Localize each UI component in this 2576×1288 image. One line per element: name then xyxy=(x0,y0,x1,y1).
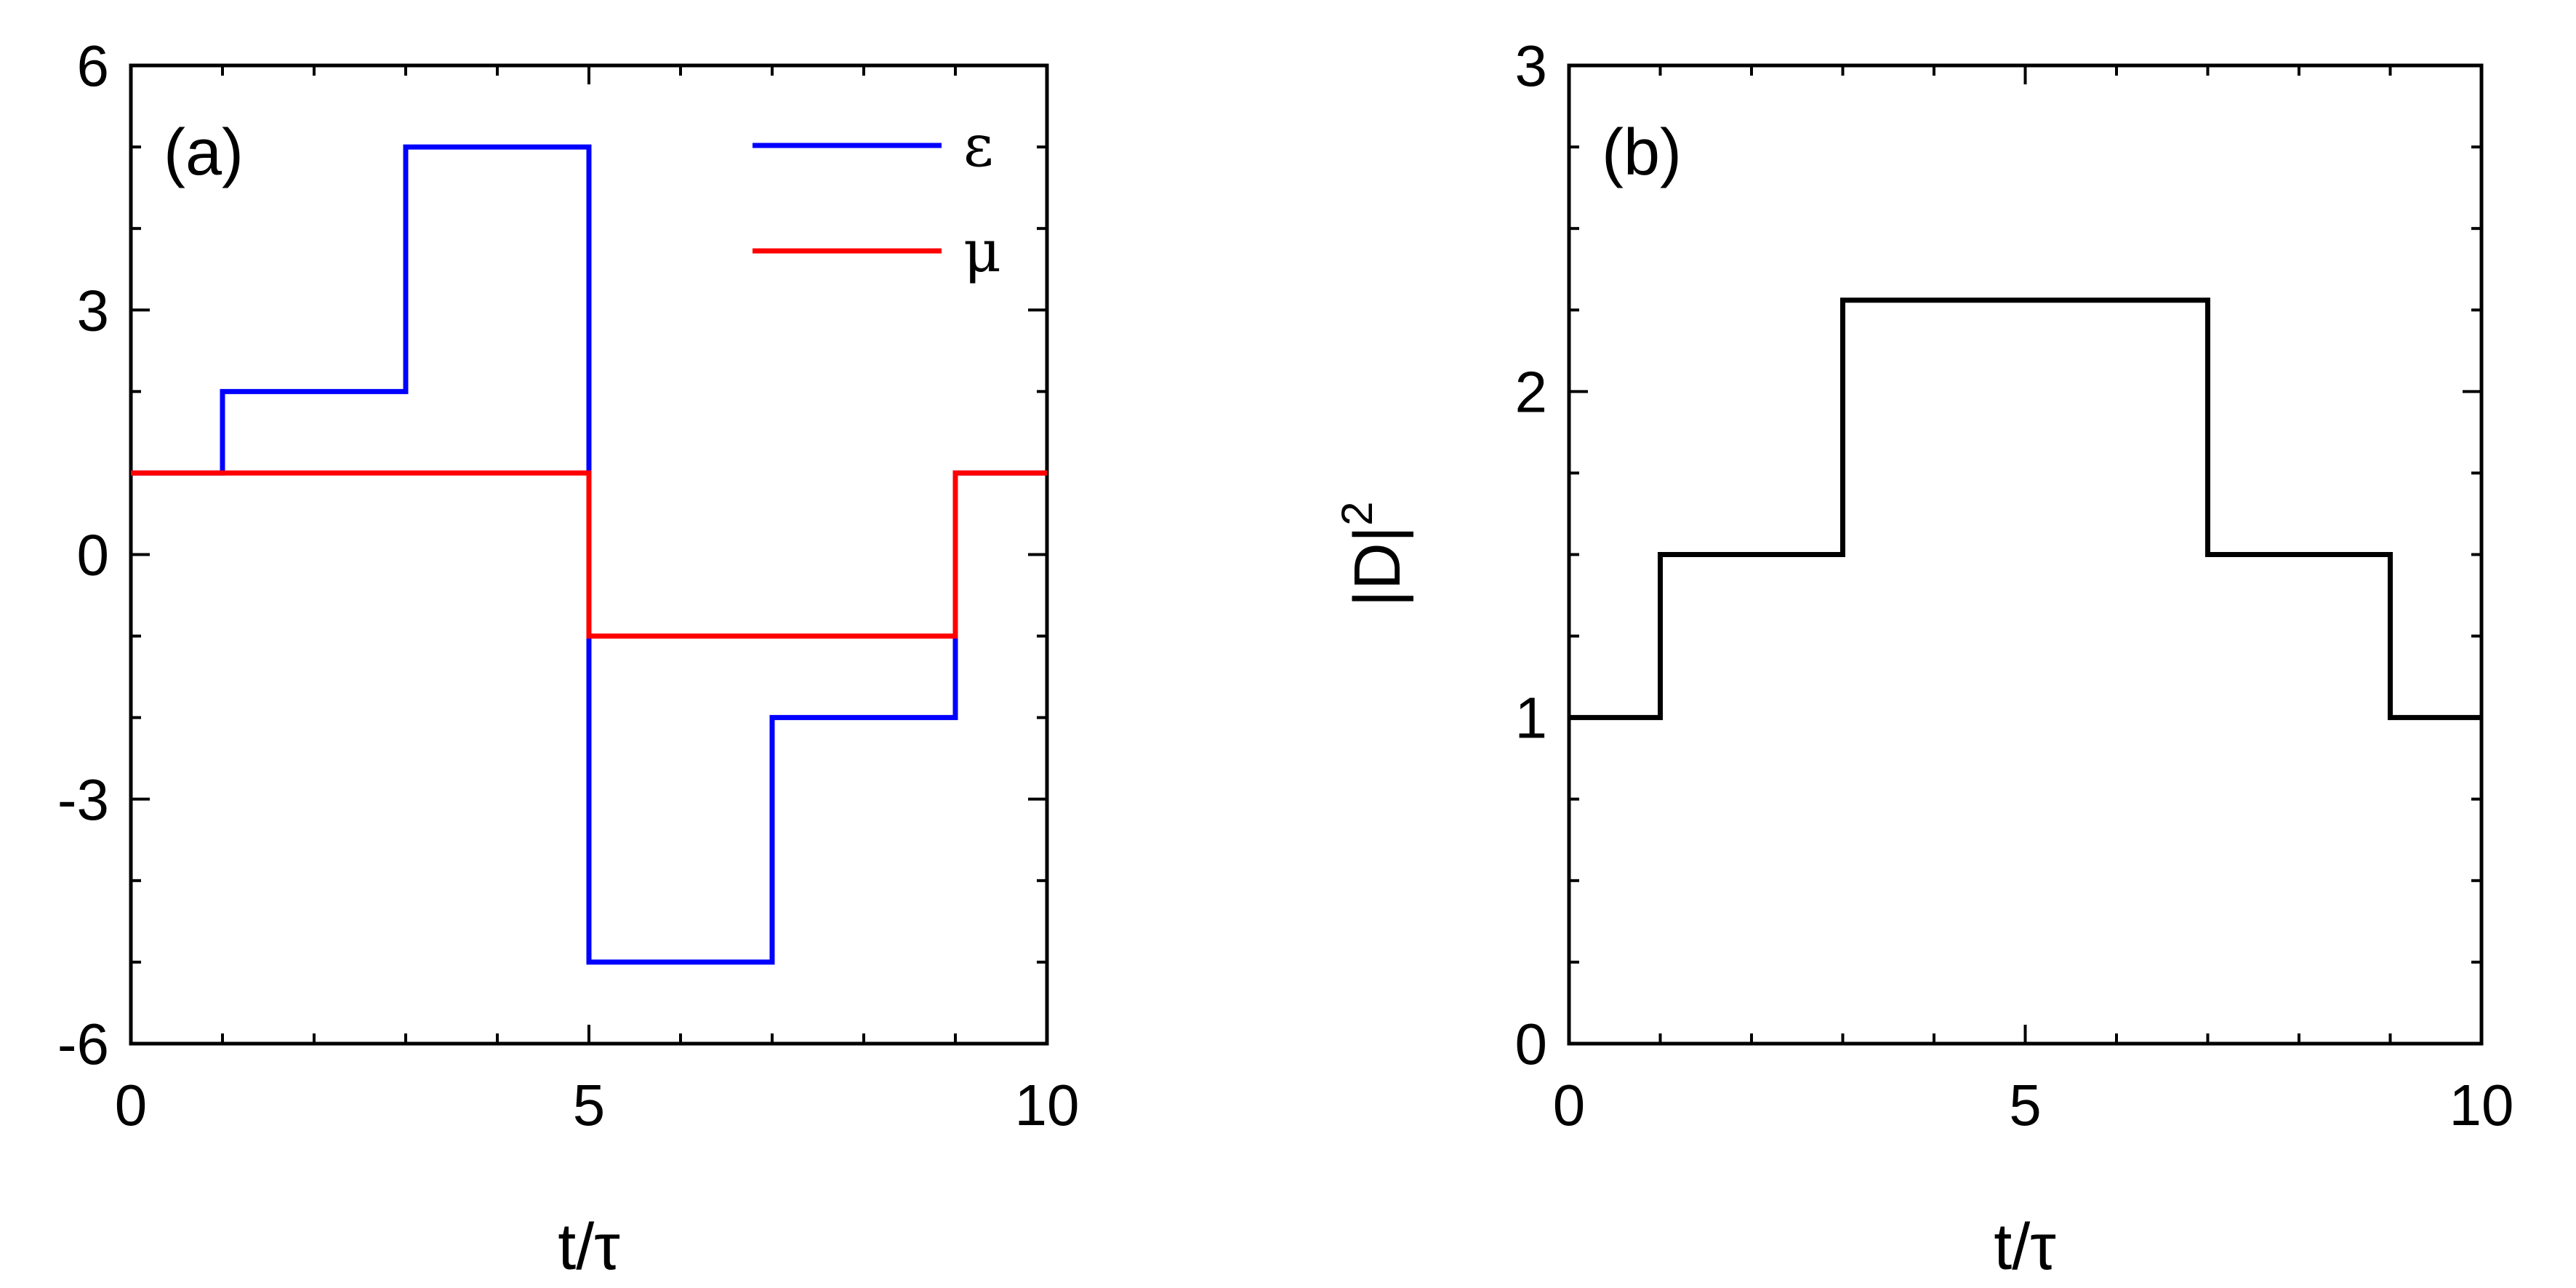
y-tick-label: 3 xyxy=(77,278,110,343)
y-tick-label: 3 xyxy=(1515,33,1548,98)
y-tick-label: 1 xyxy=(1515,686,1548,751)
series-line-D-squared xyxy=(1569,297,2481,721)
legend-label: ε xyxy=(963,112,993,180)
panel-b-y-axis-title-superscript: 2 xyxy=(1333,501,1381,525)
x-tick-label: 0 xyxy=(115,1073,148,1137)
y-tick-label: 0 xyxy=(77,523,110,588)
x-tick-label: 0 xyxy=(1553,1073,1586,1137)
panel-a-series xyxy=(131,144,1047,965)
panel-a-tick-labels: 0 5 10 -6 -3 0 3 6 xyxy=(57,33,1080,1137)
panel-a-legend: εμ xyxy=(753,112,1001,285)
panel-b-x-axis-title: t/τ xyxy=(1994,1211,2056,1284)
x-tick-label: 10 xyxy=(2449,1073,2514,1137)
x-tick-label: 5 xyxy=(2009,1073,2042,1137)
y-tick-label: 6 xyxy=(77,33,110,98)
x-tick-label: 10 xyxy=(1015,1073,1080,1137)
y-tick-label: -6 xyxy=(57,1012,109,1076)
panel-b-y-axis-title-main: |D| xyxy=(1341,526,1414,607)
y-tick-label: 0 xyxy=(1515,1012,1548,1076)
panel-b-label: (b) xyxy=(1602,116,1682,189)
panel-b-y-axis-title: |D|2 xyxy=(1333,501,1414,607)
panel-b-tick-labels: 0 5 10 0 1 2 3 xyxy=(1515,33,2514,1137)
series-line-series-1 xyxy=(131,470,1047,639)
y-tick-label: -3 xyxy=(57,767,109,832)
panel-a-label: (a) xyxy=(164,116,244,189)
x-tick-label: 5 xyxy=(573,1073,606,1137)
panel-b-series xyxy=(1569,297,2481,721)
legend-label: μ xyxy=(963,217,1001,285)
panel-a-x-axis-title: t/τ xyxy=(558,1211,620,1284)
panel-a-chart: 0 5 10 -6 -3 0 3 6 (a) t/τ εμ xyxy=(57,33,1080,1284)
y-tick-label: 2 xyxy=(1515,359,1548,424)
